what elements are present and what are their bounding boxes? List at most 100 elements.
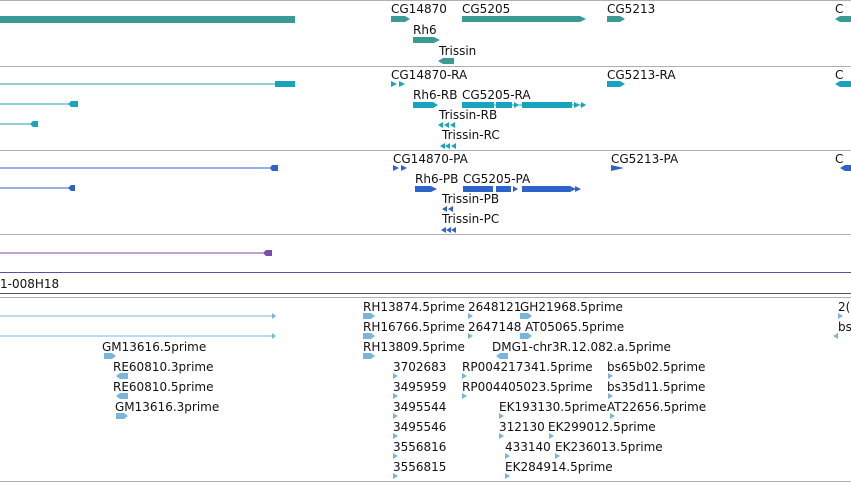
est-gh21968[interactable] — [520, 313, 532, 319]
protein-right-edge[interactable] — [840, 165, 845, 171]
mrna-trissin-rc[interactable] — [440, 143, 445, 149]
insertion-end-marker[interactable] — [263, 250, 272, 256]
est-label[interactable]: RH13874.5prime — [363, 300, 465, 314]
est-label[interactable]: 433140 — [505, 440, 551, 454]
est-label[interactable]: 312130 — [499, 420, 545, 434]
mrna-cg14870-ra[interactable] — [391, 81, 397, 87]
est-3495959[interactable] — [393, 393, 398, 399]
protein-label[interactable]: Trissin-PB — [442, 192, 500, 206]
mrna-label[interactable]: Rh6-RB — [413, 88, 458, 102]
est-label[interactable]: RP004405023.5prime — [462, 380, 593, 394]
est-at22656[interactable] — [610, 413, 615, 419]
est-label[interactable]: DMG1-chr3R.12.082.a.5prime — [492, 340, 671, 354]
gene-label[interactable]: CG5213 — [607, 2, 656, 16]
protein-label[interactable]: CG14870-PA — [393, 152, 468, 166]
est-bs65b02[interactable] — [608, 373, 613, 379]
est-at05065[interactable] — [520, 333, 532, 339]
est-label[interactable]: 2647148 — [468, 320, 522, 334]
est-2648121[interactable] — [468, 313, 473, 319]
gene-bar-cg5205[interactable] — [462, 16, 580, 22]
gene-bar-cg5213[interactable] — [607, 16, 620, 22]
gene-label[interactable]: CG5205 — [462, 2, 511, 16]
est-label[interactable]: GM13616.5prime — [102, 340, 207, 354]
protein-label[interactable]: Rh6-PB — [415, 172, 459, 186]
est-label[interactable]: bs35d11.5prime — [607, 380, 706, 394]
clone-label[interactable]: 1-008H18 — [0, 277, 60, 291]
est-label[interactable]: AT05065.5prime — [525, 320, 625, 334]
est-rh13809[interactable] — [363, 353, 375, 359]
est-ek236013[interactable] — [555, 453, 560, 459]
mrna-label[interactable]: Trissin-RC — [442, 128, 500, 142]
mrna-cg5213-ra[interactable] — [607, 81, 620, 87]
est-label[interactable]: RE60810.3prime — [113, 360, 214, 374]
est-label[interactable]: GM13616.3prime — [115, 400, 220, 414]
est-3495544[interactable] — [393, 413, 398, 419]
mrna-trissin-rb[interactable] — [438, 122, 443, 128]
mrna-label[interactable]: CG14870-RA — [391, 68, 468, 82]
gene-bar-rh6[interactable] — [413, 37, 434, 43]
est-label[interactable]: GH21968.5prime — [520, 300, 623, 314]
est-label[interactable]: 3556816 — [393, 440, 447, 454]
mrna-rh6-rb[interactable] — [413, 102, 433, 108]
protein-trissin-pc[interactable] — [441, 227, 446, 233]
est-label[interactable]: RE60810.5prime — [113, 380, 214, 394]
mrna-label[interactable]: CG5205-RA — [462, 88, 531, 102]
est-3556815[interactable] — [393, 473, 398, 479]
est-3495546[interactable] — [393, 433, 398, 439]
est-label[interactable]: EK236013.5prime — [555, 440, 663, 454]
est-right-edge-2[interactable] — [833, 333, 838, 339]
est-gm13616-3[interactable] — [116, 413, 128, 419]
est-gm13616-5[interactable] — [104, 353, 116, 359]
gene-label[interactable]: C — [835, 2, 844, 16]
gene-bar-right[interactable] — [840, 16, 851, 22]
est-label[interactable]: 2( — [838, 300, 851, 314]
est-bs35d11[interactable] — [608, 393, 613, 399]
est-right-edge-1[interactable] — [838, 313, 843, 319]
est-3702683[interactable] — [393, 373, 398, 379]
est-re60810-3[interactable] — [116, 373, 128, 379]
est-label[interactable]: 3702683 — [393, 360, 447, 374]
est-rp004405023[interactable] — [462, 393, 467, 399]
est-label[interactable]: bs — [838, 320, 851, 334]
est-label[interactable]: 3495546 — [393, 420, 447, 434]
est-ek284914[interactable] — [505, 473, 510, 479]
est-label[interactable]: EK193130.5prime — [499, 400, 607, 414]
est-433140[interactable] — [505, 453, 510, 459]
est-label[interactable]: 3556815 — [393, 460, 447, 474]
gene-label[interactable]: Rh6 — [413, 23, 437, 37]
est-label[interactable]: 3495544 — [393, 400, 447, 414]
est-rh16766[interactable] — [363, 333, 375, 339]
mrna-cg5205-ra[interactable] — [462, 102, 494, 108]
est-label[interactable]: AT22656.5prime — [607, 400, 707, 414]
protein-rh6-pb[interactable] — [415, 186, 431, 192]
est-rp004217341[interactable] — [462, 373, 467, 379]
est-2647148[interactable] — [468, 333, 473, 339]
est-rh13874[interactable] — [363, 313, 375, 319]
protein-label[interactable]: Trissin-PC — [442, 212, 500, 226]
gene-label[interactable]: Trissin — [439, 44, 477, 58]
mrna-right-edge[interactable] — [840, 81, 851, 87]
mrna-block-left[interactable] — [275, 81, 295, 87]
est-label[interactable]: EK284914.5prime — [505, 460, 613, 474]
est-label[interactable]: 2648121 — [468, 300, 522, 314]
mrna-label[interactable]: Trissin-RB — [439, 108, 498, 122]
protein-label[interactable]: CG5213-PA — [611, 152, 679, 166]
mrna-label[interactable]: C — [835, 68, 844, 82]
gene-bar-left[interactable] — [0, 16, 295, 23]
protein-trissin-pb[interactable] — [442, 206, 447, 212]
est-label[interactable]: 3495959 — [393, 380, 447, 394]
protein-cg14870-pa[interactable] — [393, 165, 399, 171]
est-label[interactable]: bs65b02.5prime — [607, 360, 706, 374]
protein-cg5213-pa[interactable] — [611, 165, 624, 171]
mrna-label[interactable]: CG5213-RA — [607, 68, 676, 82]
est-ek193130[interactable] — [499, 413, 504, 419]
est-ek299012[interactable] — [549, 433, 554, 439]
protein-cg5205-pa[interactable] — [463, 186, 493, 192]
est-label[interactable]: RP004217341.5prime — [462, 360, 593, 374]
protein-label[interactable]: C — [835, 152, 844, 166]
protein-label[interactable]: CG5205-PA — [463, 172, 531, 186]
est-dmg1[interactable] — [496, 353, 508, 359]
est-label[interactable]: EK299012.5prime — [548, 420, 656, 434]
gene-bar-cg14870[interactable] — [391, 16, 405, 22]
est-3556816[interactable] — [393, 453, 398, 459]
